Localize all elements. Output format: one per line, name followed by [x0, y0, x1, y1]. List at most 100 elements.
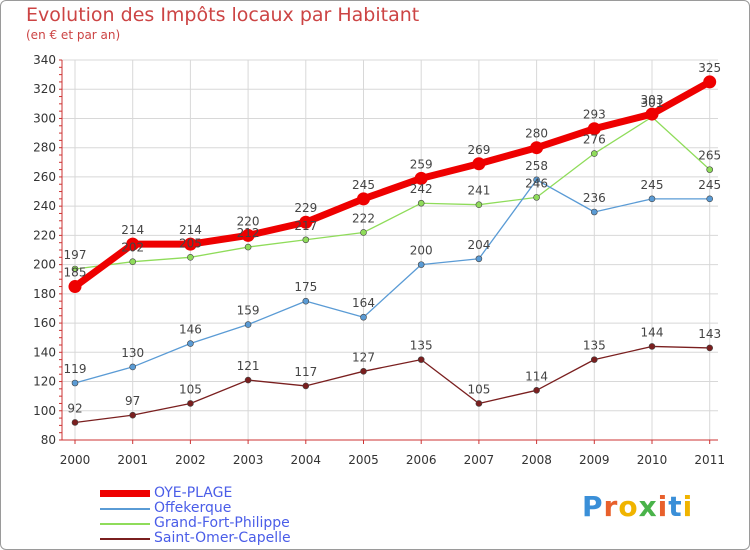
data-point [703, 75, 717, 89]
data-label: 144 [641, 325, 664, 339]
data-point [183, 237, 197, 251]
data-label: 92 [67, 401, 82, 415]
data-label: 212 [237, 226, 260, 240]
logo-letter: P [582, 490, 604, 523]
data-point [475, 400, 483, 407]
x-tick-label: 2004 [291, 453, 322, 467]
y-tick-label: 200 [33, 258, 56, 272]
data-label: 204 [467, 238, 490, 252]
data-point [129, 363, 136, 371]
data-label: 293 [583, 108, 606, 122]
data-label: 245 [698, 178, 721, 192]
data-label: 197 [64, 248, 87, 262]
y-tick-label: 240 [33, 199, 56, 213]
data-point [590, 150, 598, 157]
data-point [648, 343, 656, 350]
data-point [244, 321, 252, 328]
data-label: 205 [179, 236, 202, 250]
data-label: 259 [410, 157, 433, 171]
x-tick-label: 2007 [464, 453, 495, 467]
data-label: 121 [237, 359, 260, 373]
data-label: 265 [698, 149, 721, 163]
x-tick-label: 2009 [579, 453, 610, 467]
data-label: 246 [525, 176, 548, 190]
legend-item: Saint-Omer-Capelle [100, 531, 291, 546]
legend-item: OYE-PLAGE [100, 486, 291, 501]
data-label: 325 [698, 61, 721, 75]
data-point [302, 236, 310, 244]
data-label: 114 [525, 369, 548, 383]
data-label: 143 [698, 327, 721, 341]
proxiti-logo: Proxiti [582, 490, 693, 523]
data-point [706, 344, 714, 352]
data-point [706, 166, 714, 173]
data-point [417, 199, 425, 207]
data-point [302, 297, 310, 305]
data-label: 229 [294, 201, 317, 215]
y-tick-label: 120 [33, 375, 56, 389]
data-point [590, 208, 598, 216]
y-tick-label: 100 [33, 404, 56, 418]
data-point [187, 400, 194, 407]
x-tick-label: 2006 [406, 453, 437, 467]
data-point [302, 382, 310, 390]
data-label: 105 [467, 382, 490, 396]
data-point [71, 419, 79, 426]
data-label: 276 [583, 133, 606, 147]
data-label: 303 [641, 93, 664, 107]
data-label: 159 [237, 304, 260, 318]
data-point [587, 122, 601, 136]
data-point [472, 157, 486, 171]
data-label: 301 [641, 96, 664, 110]
y-tick-label: 220 [33, 228, 56, 242]
legend-label: Offekerque [154, 500, 232, 516]
data-point [533, 387, 540, 394]
grid [62, 59, 718, 441]
logo-letter: i [682, 490, 694, 523]
y-tick-label: 180 [33, 287, 56, 301]
data-label: 269 [467, 143, 490, 157]
y-tick-label: 260 [33, 170, 56, 184]
logo-letter: o [618, 490, 639, 523]
data-point [68, 280, 82, 294]
legend-swatch [100, 490, 150, 497]
data-point [187, 340, 194, 347]
data-label: 222 [352, 211, 375, 225]
legend: OYE-PLAGE Offekerque Grand-Fort-Philippe Sa… [100, 486, 291, 546]
x-tick-label: 2003 [233, 453, 264, 467]
data-label: 242 [410, 182, 433, 196]
data-point [244, 243, 252, 251]
y-tick-label: 280 [33, 141, 56, 155]
data-point [648, 195, 656, 203]
data-label: 146 [179, 323, 202, 337]
data-label: 164 [352, 296, 375, 310]
legend-item: Grand-Fort-Philippe [100, 516, 291, 531]
data-point [244, 376, 252, 384]
data-point [706, 195, 714, 203]
data-label: 217 [294, 219, 317, 233]
data-label: 175 [294, 280, 317, 294]
series-line-saint-omer-capelle [74, 345, 710, 424]
series-line-grand-fort-philippe [74, 116, 711, 270]
data-label: 135 [583, 339, 606, 353]
data-label: 236 [583, 191, 606, 205]
data-label: 97 [125, 394, 140, 408]
data-point [126, 237, 140, 251]
data-label: 200 [410, 244, 433, 258]
legend-label: Saint-Omer-Capelle [154, 530, 291, 546]
y-tick-label: 320 [33, 82, 56, 96]
x-tick-label: 2008 [521, 453, 552, 467]
data-point [417, 356, 425, 363]
plot-area [62, 60, 718, 440]
data-label: 127 [352, 350, 375, 364]
series [68, 75, 717, 426]
data-point [645, 107, 659, 121]
data-point [129, 258, 136, 265]
y-tick-label: 300 [33, 111, 56, 125]
data-point [241, 228, 255, 242]
data-label: 202 [121, 241, 144, 255]
data-point [360, 229, 367, 236]
data-label: 245 [641, 178, 664, 192]
data-label: 220 [237, 214, 260, 228]
data-point [71, 265, 79, 273]
